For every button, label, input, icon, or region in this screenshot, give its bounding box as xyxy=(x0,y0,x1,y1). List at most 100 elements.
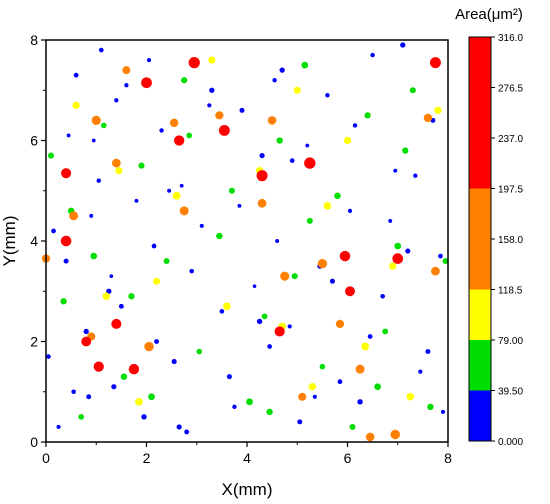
data-point xyxy=(291,273,298,280)
data-point xyxy=(267,344,272,349)
data-point xyxy=(226,374,232,380)
data-point xyxy=(413,173,418,178)
x-axis: 0 2 4 6 8 xyxy=(42,442,452,466)
data-point xyxy=(144,341,154,352)
data-point xyxy=(392,253,404,264)
data-point xyxy=(237,203,242,208)
data-point xyxy=(280,271,290,281)
colorbar-title: Area(μm²) xyxy=(455,6,523,23)
data-point xyxy=(312,394,317,399)
data-point xyxy=(51,228,56,234)
data-point xyxy=(179,206,189,216)
data-point xyxy=(357,399,363,405)
data-point xyxy=(186,132,193,139)
data-point xyxy=(347,208,353,213)
data-point xyxy=(393,168,398,173)
data-point xyxy=(239,107,245,113)
data-point xyxy=(215,111,224,120)
y-tick-label: 6 xyxy=(30,133,38,149)
y-tick-label: 4 xyxy=(30,233,38,249)
data-point xyxy=(365,432,375,442)
colorbar-segment xyxy=(469,37,491,189)
data-point xyxy=(388,218,393,223)
data-point xyxy=(109,274,114,279)
data-point xyxy=(425,349,431,355)
data-point xyxy=(339,250,351,262)
data-point xyxy=(390,429,400,440)
data-point xyxy=(355,364,365,374)
data-point xyxy=(219,309,225,314)
data-point xyxy=(47,152,55,159)
data-point xyxy=(184,429,190,435)
data-point xyxy=(218,124,230,136)
data-point xyxy=(209,87,215,93)
data-point xyxy=(83,328,89,335)
data-point xyxy=(151,243,157,249)
data-point xyxy=(337,379,343,385)
y-tick-label: 0 xyxy=(30,434,38,450)
data-point xyxy=(343,136,352,145)
data-point xyxy=(405,248,411,254)
data-point xyxy=(274,326,285,337)
data-point xyxy=(394,242,402,250)
data-point xyxy=(141,414,147,420)
data-point xyxy=(297,419,303,425)
data-point xyxy=(232,404,237,409)
data-point xyxy=(370,52,375,58)
data-point xyxy=(228,187,235,194)
data-point xyxy=(329,278,335,284)
colorbar-label: 158.0 xyxy=(498,235,523,246)
colorbar: 316.0 276.5 237.0 197.5 158.0 118.5 79.00 39.50… xyxy=(468,33,523,448)
data-point xyxy=(216,232,223,240)
data-point xyxy=(111,384,117,390)
data-point xyxy=(308,383,317,391)
data-point xyxy=(154,339,159,344)
data-point xyxy=(423,113,433,123)
data-point xyxy=(374,383,381,391)
data-point xyxy=(134,198,139,203)
data-point xyxy=(73,72,79,78)
colorbar-label: 237.0 xyxy=(498,134,523,145)
colorbar-segment xyxy=(469,289,491,340)
data-point xyxy=(128,293,135,300)
colorbar-segment xyxy=(469,340,491,391)
data-point xyxy=(120,373,128,380)
data-point xyxy=(93,361,104,372)
x-tick-label: 2 xyxy=(143,450,151,466)
data-point xyxy=(60,298,67,305)
data-point xyxy=(188,57,200,69)
data-point xyxy=(135,397,143,406)
colorbar-label: 79.00 xyxy=(498,336,523,347)
x-axis-title: X(mm) xyxy=(222,480,273,499)
data-point xyxy=(431,266,440,276)
data-point xyxy=(179,183,184,188)
colorbar-segment xyxy=(469,390,491,441)
data-point xyxy=(272,77,277,83)
data-point xyxy=(115,167,123,175)
data-point xyxy=(317,258,328,269)
data-point xyxy=(122,66,131,75)
data-point xyxy=(208,56,216,64)
colorbar-label: 316.0 xyxy=(498,33,523,44)
data-point xyxy=(349,423,356,430)
colorbar-label: 118.5 xyxy=(498,286,523,297)
data-point xyxy=(81,336,92,347)
data-point xyxy=(275,238,280,244)
data-point xyxy=(118,303,124,309)
data-point xyxy=(63,258,69,264)
data-point xyxy=(167,188,172,193)
data-point xyxy=(66,133,71,138)
data-point xyxy=(102,292,111,301)
data-point xyxy=(196,348,203,355)
data-point xyxy=(418,369,423,374)
data-point xyxy=(169,118,179,128)
data-point xyxy=(289,158,295,163)
data-point xyxy=(345,286,355,297)
data-point xyxy=(223,302,231,311)
data-point xyxy=(71,389,76,395)
data-point xyxy=(267,116,277,125)
data-point xyxy=(153,277,161,285)
data-point xyxy=(61,168,72,179)
data-point xyxy=(56,424,61,430)
data-point xyxy=(293,86,301,94)
